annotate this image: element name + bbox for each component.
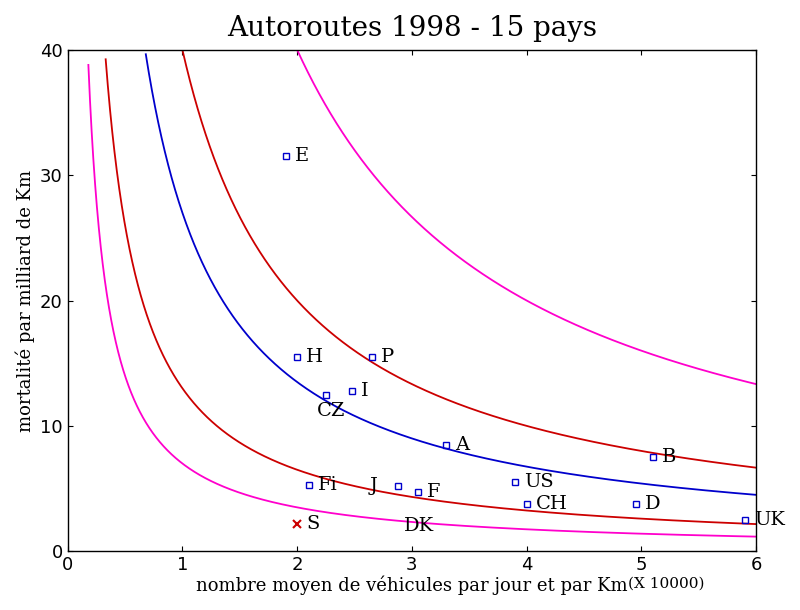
X-axis label: nombre moyen de véhicules par jour et par Km: nombre moyen de véhicules par jour et pa… <box>196 575 628 595</box>
Text: D: D <box>645 495 661 512</box>
Text: Fi: Fi <box>318 476 338 494</box>
Text: P: P <box>381 348 394 366</box>
Text: I: I <box>362 382 369 400</box>
Text: CZ: CZ <box>317 402 345 420</box>
Text: S: S <box>306 515 320 533</box>
Text: (X 10000): (X 10000) <box>627 576 704 590</box>
Y-axis label: mortalité par milliard de Km: mortalité par milliard de Km <box>15 170 34 432</box>
Text: J: J <box>370 477 378 495</box>
Text: UK: UK <box>754 511 785 529</box>
Text: A: A <box>455 436 470 454</box>
Title: Autoroutes 1998 - 15 pays: Autoroutes 1998 - 15 pays <box>227 15 597 42</box>
Text: E: E <box>295 148 309 165</box>
Text: F: F <box>427 483 440 501</box>
Text: CH: CH <box>536 495 568 512</box>
Text: H: H <box>306 348 323 366</box>
Text: B: B <box>662 448 677 466</box>
Text: US: US <box>524 473 554 491</box>
Text: DK: DK <box>404 517 434 535</box>
